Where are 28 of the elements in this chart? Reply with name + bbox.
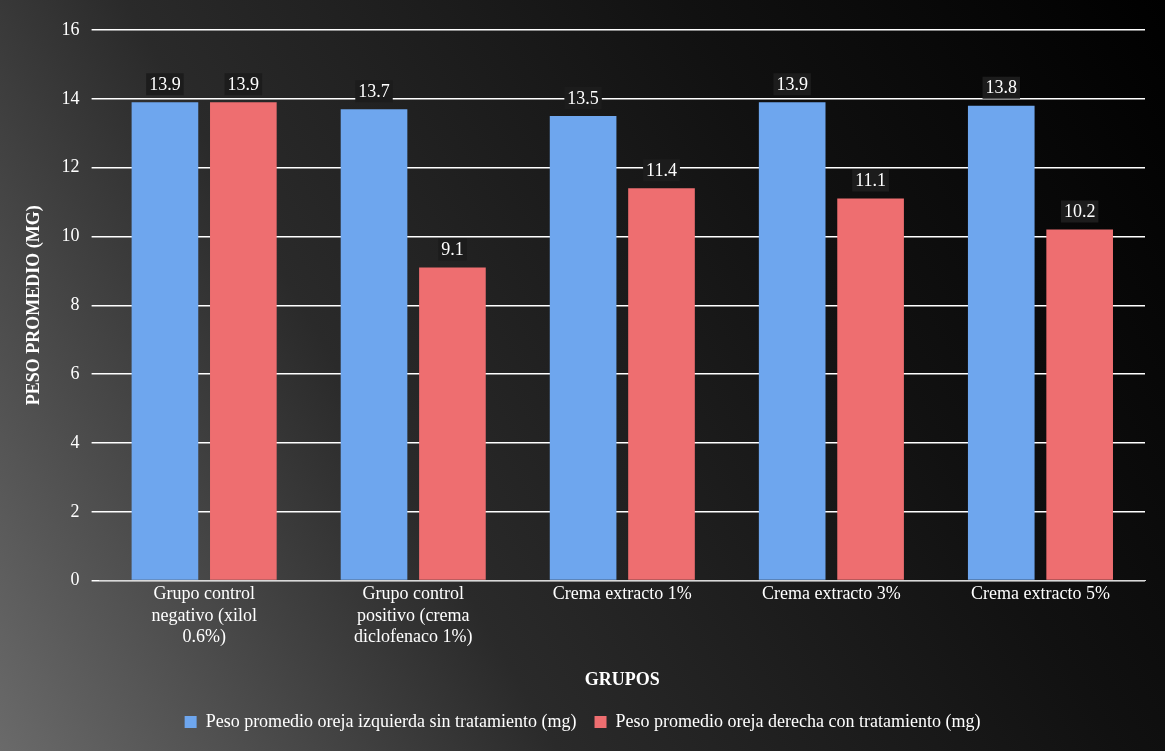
y-tick-label: 12 [61,156,80,177]
data-label: 11.4 [646,160,677,181]
y-tick-label: 14 [61,87,80,108]
data-label: 10.2 [1063,201,1096,222]
x-axis-title: GRUPOS [584,668,660,689]
data-label: 13.7 [358,80,390,101]
data-label: 13.9 [227,74,260,94]
x-tick-label: Crema extracto 3% [761,583,901,604]
x-tick-label: Crema extracto 1% [552,583,692,604]
legend-label: Peso promedio oreja derecha con tratamiento (mg) [615,710,981,732]
data-label: 13.9 [776,74,808,94]
legend-label: Peso promedio oreja izquierda sin tratamiento (mg) [205,710,577,732]
y-tick-label: 8 [70,294,80,315]
y-tick-label: 0 [70,569,80,590]
y-tick-label: 6 [70,362,80,383]
data-label: 9.1 [441,239,464,260]
data-label: 13.9 [149,74,181,94]
y-tick-label: 16 [61,18,80,39]
x-tick-label: Crema extracto 5% [970,583,1110,604]
y-tick-label: 4 [70,431,80,452]
data-label: 11.1 [855,170,886,191]
y-tick-label: 10 [61,225,80,246]
y-tick-label: 2 [70,500,80,521]
y-axis-title: PESO PROMEDIO (MG) [23,205,45,406]
x-tick-label: Grupo control negativo (xilol 0.6%) [151,583,257,648]
x-tick-label: Grupo control positivo (crema diclofenaco 1%) [353,583,473,648]
data-label: 13.8 [985,77,1018,98]
data-label: 13.5 [567,87,599,108]
